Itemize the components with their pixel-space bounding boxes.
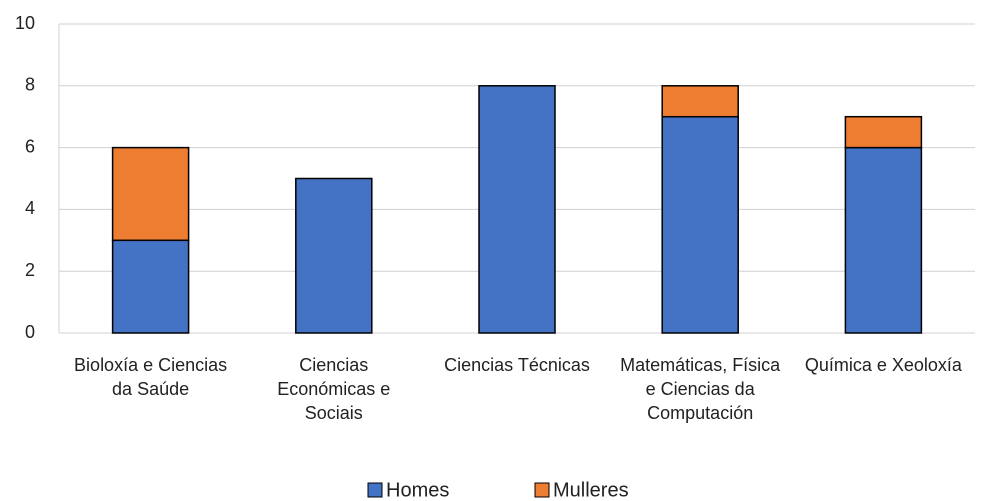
- bar-segment: [661, 115, 739, 334]
- bar-segment: [844, 115, 923, 149]
- y-tick-label: 8: [25, 75, 35, 95]
- y-tick-label: 2: [25, 260, 35, 280]
- y-tick-label: 10: [15, 13, 35, 33]
- x-tick-label: Química e Xeoloxía: [804, 355, 962, 375]
- x-tick-label: Matemáticas, Física e Ciencias da Comput…: [620, 355, 781, 423]
- bar-segment: [478, 85, 556, 334]
- legend-label: Homes: [386, 479, 449, 501]
- bar-segment: [111, 146, 190, 242]
- bar-segment: [295, 177, 373, 334]
- x-tick-label: Ciencias Económicas e Sociais: [277, 355, 391, 423]
- x-tick-label: Bioloxía e Ciencias da Saúde: [74, 355, 228, 399]
- y-tick-label: 0: [25, 322, 35, 342]
- legend-swatch: [534, 482, 550, 498]
- legend-swatch: [367, 482, 383, 498]
- bar-segment: [111, 239, 190, 334]
- x-tick-label: Ciencias Técnicas: [444, 355, 590, 375]
- bar-segment: [661, 85, 739, 118]
- y-tick-label: 6: [25, 136, 35, 156]
- bar-segment: [844, 146, 923, 334]
- y-tick-label: 4: [25, 198, 35, 218]
- legend-label: Mulleres: [553, 479, 629, 501]
